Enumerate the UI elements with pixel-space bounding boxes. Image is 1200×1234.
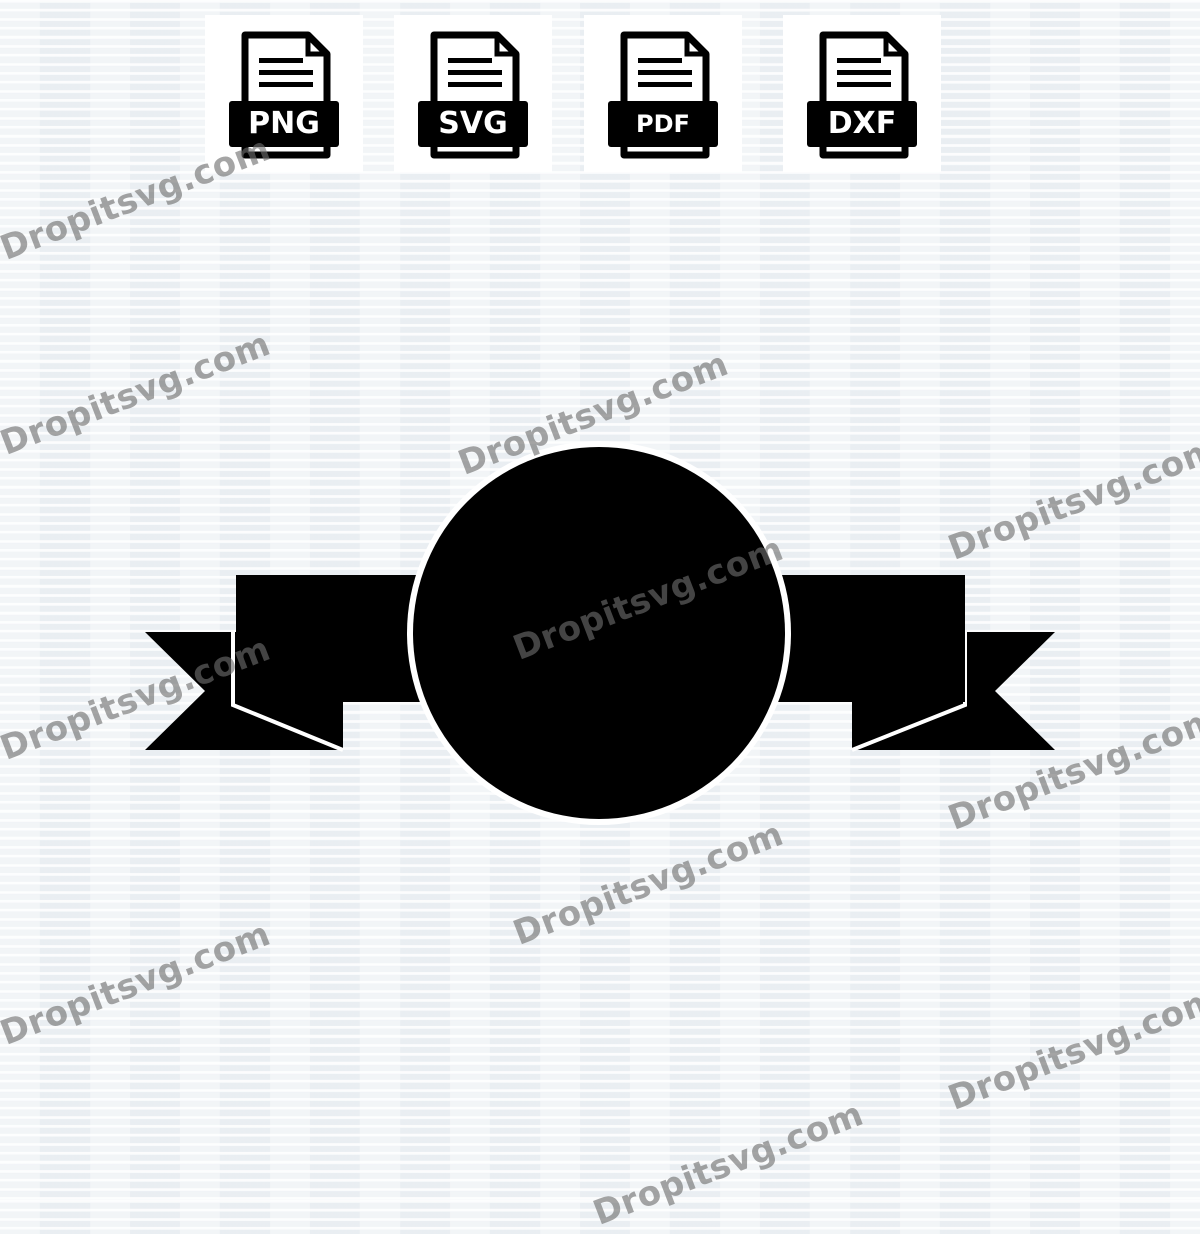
left-ribbon-fold — [231, 632, 344, 752]
dxf-file-icon — [807, 31, 917, 159]
png-file-icon — [229, 31, 339, 159]
png-format-label: PNG — [248, 106, 320, 141]
pdf-file-icon — [608, 31, 718, 159]
right-ribbon-band — [770, 575, 965, 702]
svg-format-tile: SVG — [394, 15, 552, 172]
ribbon-badge-graphic — [145, 441, 1055, 825]
pdf-format-tile: PDF — [584, 15, 742, 172]
dxf-format-tile: DXF — [783, 15, 941, 172]
svg-format-label: SVG — [438, 106, 508, 141]
pdf-format-label: PDF — [636, 110, 690, 138]
png-format-tile: PNG — [205, 15, 363, 172]
dxf-format-label: DXF — [827, 106, 897, 141]
left-ribbon-band — [236, 575, 428, 702]
svg-file-icon — [418, 31, 528, 159]
